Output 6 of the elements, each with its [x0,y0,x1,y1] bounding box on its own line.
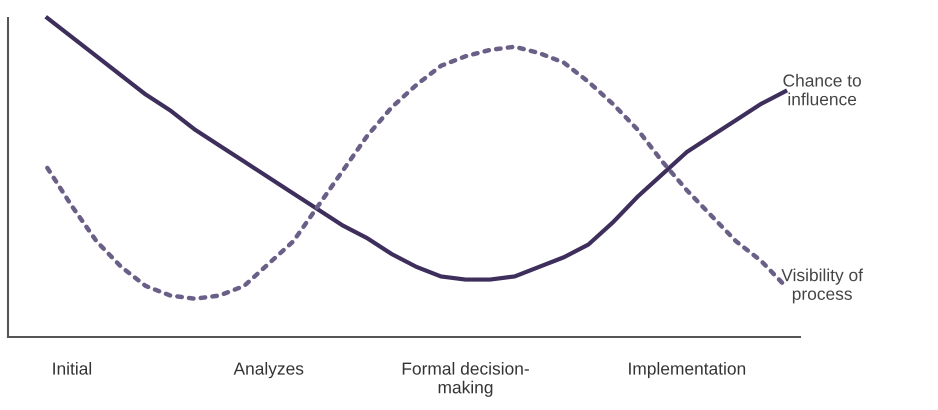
x-tick-label: Initial [53,362,92,375]
series-label: Visibility of process [781,268,864,304]
x-tick-label: Implementation [629,362,746,378]
x-tick-label: Analyzes [234,362,304,378]
x-tick-label: Formal decision- making [402,362,529,397]
series-label: Chance to influence [783,74,861,106]
